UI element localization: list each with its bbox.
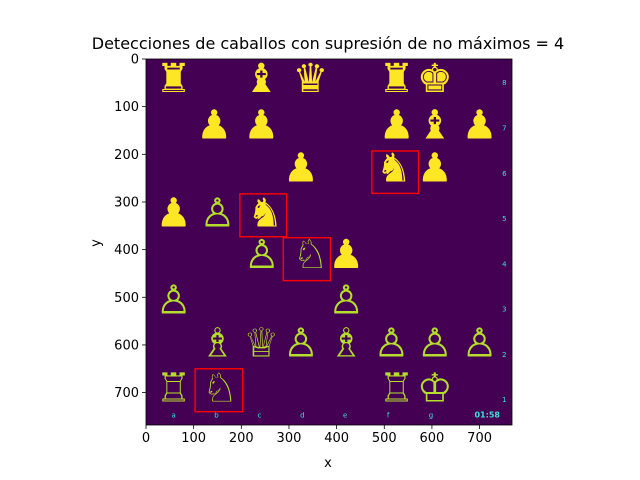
rank-label: 7 [502, 124, 506, 132]
white-piece-30: ♖ [379, 366, 415, 412]
black-piece-7: ♟ [379, 103, 415, 149]
white-piece-24: ♗ [328, 320, 364, 366]
axes-frame [145, 58, 513, 426]
file-label: e [343, 411, 347, 419]
black-piece-1: ♝ [243, 56, 279, 102]
y-tick-label: 700 [114, 386, 139, 401]
x-tick-label: 100 [181, 431, 206, 446]
rank-label: 2 [502, 351, 506, 359]
black-piece-10: ♟ [283, 145, 319, 191]
file-label: g [429, 411, 433, 419]
y-tick-label: 300 [114, 195, 139, 210]
detection-box-4 [194, 368, 244, 413]
white-piece-17: ♙ [244, 232, 280, 278]
rank-label: 4 [502, 260, 507, 268]
black-piece-6: ♟ [243, 103, 279, 149]
board-image [146, 59, 512, 425]
x-tick-label: 700 [467, 431, 492, 446]
white-piece-23: ♙ [283, 320, 319, 366]
black-piece-3: ♜ [379, 56, 415, 102]
y-tick-label: 500 [114, 291, 139, 306]
black-piece-8: ♝ [417, 103, 453, 149]
plot-area: ♜ ♝ ♛ ♜ ♚♟ ♟ ♟ ♝ ♟♟ ♞ ♟♟ ♞♟♙♙ ♘♙ ♙♗ ♕ ♙ ♗ ♙ ♙ ♙♖ ♘ ♖ ♔a b c d e f g8… [114, 53, 513, 446]
file-label: b [214, 411, 219, 419]
black-piece-14: ♞ [247, 191, 283, 237]
detection-box-1 [371, 150, 420, 195]
white-piece-28: ♖ [156, 366, 192, 412]
y-tick-label: 100 [114, 100, 139, 115]
white-piece-22: ♕ [243, 320, 279, 366]
white-piece-16: ♙ [200, 191, 236, 237]
x-tick-label: 500 [372, 431, 397, 446]
file-label: a [171, 411, 175, 419]
black-piece-13: ♟ [156, 191, 192, 237]
x-axis-label: x [324, 456, 332, 471]
black-piece-2: ♛ [292, 56, 328, 102]
y-tick-label: 200 [114, 148, 139, 163]
black-piece-0: ♜ [156, 56, 192, 102]
x-tick-label: 300 [277, 431, 302, 446]
y-tick-label: 600 [114, 338, 139, 353]
file-label: d [300, 411, 304, 419]
x-tick-label: 600 [420, 431, 445, 446]
black-piece-4: ♚ [417, 56, 453, 102]
rank-label: 5 [502, 215, 506, 223]
detection-box-2 [239, 193, 288, 238]
black-piece-12: ♟ [417, 145, 453, 191]
black-piece-11: ♞ [376, 145, 412, 191]
white-piece-26: ♙ [417, 320, 453, 366]
rank-label: 1 [502, 396, 506, 404]
file-label: c [257, 411, 261, 419]
white-piece-19: ♙ [156, 277, 192, 323]
black-piece-15: ♟ [328, 232, 364, 278]
white-piece-18: ♘ [292, 232, 328, 278]
rank-label: 8 [502, 79, 506, 87]
clock-readout: 01:58 [474, 410, 500, 419]
y-tick-label: 400 [114, 243, 139, 258]
black-piece-5: ♟ [196, 103, 232, 149]
black-piece-9: ♟ [462, 103, 498, 149]
y-tick-label: 0 [131, 53, 139, 68]
white-piece-25: ♙ [374, 320, 410, 366]
detection-box-3 [282, 237, 332, 282]
white-piece-20: ♙ [328, 277, 364, 323]
white-piece-27: ♙ [462, 320, 498, 366]
rank-label: 6 [502, 170, 507, 178]
x-tick-label: 400 [324, 431, 349, 446]
rank-label: 3 [502, 306, 506, 314]
white-piece-29: ♘ [202, 366, 238, 412]
x-tick-label: 0 [142, 431, 150, 446]
file-label: f [387, 411, 390, 419]
x-tick-label: 200 [229, 431, 254, 446]
y-axis-label: y [89, 239, 104, 247]
white-piece-31: ♔ [417, 366, 453, 412]
white-piece-21: ♗ [200, 320, 236, 366]
chart-title: Detecciones de caballos con supresión de… [92, 34, 564, 53]
